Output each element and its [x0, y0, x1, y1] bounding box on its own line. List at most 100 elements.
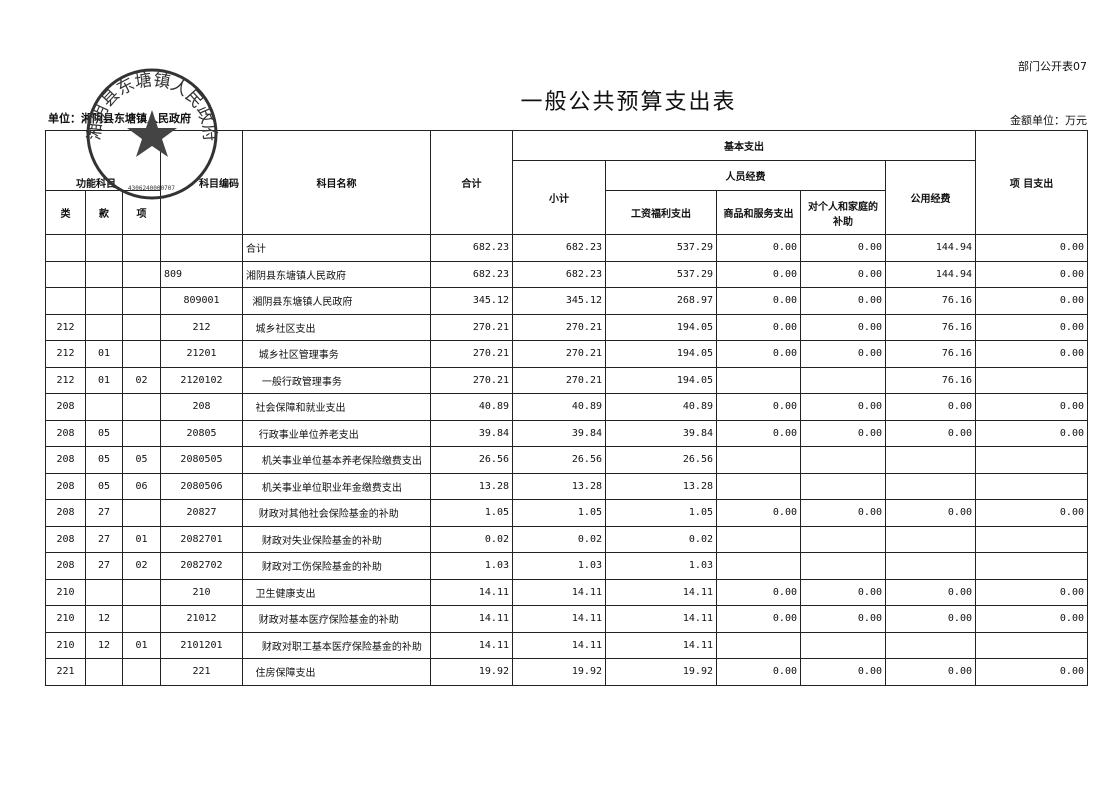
cell-goods: 0.00	[716, 393, 801, 421]
cell-project: 0.00	[975, 287, 1088, 315]
cell-xiang: 02	[122, 366, 161, 394]
header-personnel: 人员经费	[605, 160, 886, 191]
cell-total: 682.23	[430, 234, 513, 262]
svg-text:4306240000707: 4306240000707	[128, 185, 175, 192]
cell-project: 0.00	[975, 578, 1088, 606]
cell-kuan: 27	[85, 552, 123, 580]
cell-code	[160, 234, 243, 262]
cell-kuan: 05	[85, 419, 123, 447]
cell-code: 809	[160, 260, 243, 288]
cell-lei	[45, 234, 86, 262]
cell-name: 财政对失业保险基金的补助	[242, 525, 431, 553]
cell-goods	[716, 366, 801, 394]
cell-kuan	[85, 313, 123, 341]
cell-kuan: 12	[85, 605, 123, 633]
page-title: 一般公共预算支出表	[520, 90, 737, 115]
form-code: 部门公开表07	[1018, 60, 1087, 73]
official-seal: 湘阴县东塘镇人民政府 4306240000707	[84, 68, 219, 200]
cell-xiang: 02	[122, 552, 161, 580]
cell-total: 345.12	[430, 287, 513, 315]
cell-xiang	[122, 260, 161, 288]
cell-lei: 208	[45, 499, 86, 527]
table-row: 208 05 06 2080506 机关事业单位职业年金缴费支出 13.28 13.28 1…	[45, 472, 1088, 500]
cell-subtotal: 14.11	[512, 578, 606, 606]
cell-family: 0.00	[800, 578, 886, 606]
cell-project: 0.00	[975, 393, 1088, 421]
cell-code: 20805	[160, 419, 243, 447]
cell-goods	[716, 525, 801, 553]
cell-wage: 1.05	[605, 499, 717, 527]
header-project: 项 目支出	[975, 130, 1088, 235]
cell-subtotal: 13.28	[512, 472, 606, 500]
cell-goods: 0.00	[716, 658, 801, 686]
cell-kuan: 01	[85, 340, 123, 368]
header-code: 科目编码	[160, 130, 243, 235]
cell-project	[975, 446, 1088, 474]
cell-subtotal: 270.21	[512, 366, 606, 394]
table-row: 合计 682.23 682.23 537.29 0.00 0.00 144.94 0.00	[45, 234, 1088, 262]
cell-family: 0.00	[800, 393, 886, 421]
cell-public: 0.00	[885, 605, 976, 633]
cell-public: 76.16	[885, 287, 976, 315]
cell-project	[975, 631, 1088, 659]
cell-code: 2082702	[160, 552, 243, 580]
cell-subtotal: 270.21	[512, 313, 606, 341]
cell-goods: 0.00	[716, 313, 801, 341]
cell-code: 21201	[160, 340, 243, 368]
table-row: 212 01 02 2120102 一般行政管理事务 270.21 270.21 194.0…	[45, 366, 1088, 394]
cell-name: 一般行政管理事务	[242, 366, 431, 394]
cell-lei: 210	[45, 631, 86, 659]
cell-project	[975, 472, 1088, 500]
cell-kuan: 01	[85, 366, 123, 394]
cell-wage: 194.05	[605, 313, 717, 341]
cell-lei: 221	[45, 658, 86, 686]
cell-wage: 537.29	[605, 234, 717, 262]
cell-lei: 212	[45, 313, 86, 341]
cell-kuan: 05	[85, 472, 123, 500]
cell-public: 76.16	[885, 313, 976, 341]
cell-family: 0.00	[800, 340, 886, 368]
cell-total: 1.05	[430, 499, 513, 527]
cell-total: 19.92	[430, 658, 513, 686]
header-name: 科目名称	[242, 130, 431, 235]
cell-project	[975, 525, 1088, 553]
cell-wage: 39.84	[605, 419, 717, 447]
cell-total: 1.03	[430, 552, 513, 580]
cell-goods: 0.00	[716, 605, 801, 633]
cell-public	[885, 472, 976, 500]
cell-wage: 1.03	[605, 552, 717, 580]
cell-public	[885, 446, 976, 474]
cell-xiang: 01	[122, 631, 161, 659]
cell-code: 2101201	[160, 631, 243, 659]
unit-label: 单位：	[48, 112, 81, 125]
header-goods: 商品和服务支出	[716, 190, 801, 235]
cell-goods: 0.00	[716, 578, 801, 606]
cell-wage: 194.05	[605, 340, 717, 368]
cell-xiang	[122, 419, 161, 447]
cell-total: 26.56	[430, 446, 513, 474]
cell-subtotal: 270.21	[512, 340, 606, 368]
cell-wage: 13.28	[605, 472, 717, 500]
cell-goods	[716, 446, 801, 474]
cell-total: 14.11	[430, 578, 513, 606]
cell-total: 0.02	[430, 525, 513, 553]
cell-wage: 0.02	[605, 525, 717, 553]
cell-lei: 208	[45, 472, 86, 500]
cell-code: 212	[160, 313, 243, 341]
cell-name: 合计	[242, 234, 431, 262]
cell-lei: 212	[45, 366, 86, 394]
cell-family: 0.00	[800, 605, 886, 633]
cell-code: 809001	[160, 287, 243, 315]
cell-total: 39.84	[430, 419, 513, 447]
cell-goods: 0.00	[716, 419, 801, 447]
cell-name: 财政对其他社会保险基金的补助	[242, 499, 431, 527]
cell-subtotal: 0.02	[512, 525, 606, 553]
cell-family	[800, 631, 886, 659]
cell-name: 机关事业单位职业年金缴费支出	[242, 472, 431, 500]
table-row: 210 210 卫生健康支出 14.11 14.11 14.11 0.00 0.00 0.00…	[45, 578, 1088, 606]
cell-wage: 268.97	[605, 287, 717, 315]
cell-goods: 0.00	[716, 234, 801, 262]
table-row: 809 湘阴县东塘镇人民政府 682.23 682.23 537.29 0.00 0.00 1…	[45, 260, 1088, 288]
cell-public: 144.94	[885, 260, 976, 288]
cell-wage: 19.92	[605, 658, 717, 686]
